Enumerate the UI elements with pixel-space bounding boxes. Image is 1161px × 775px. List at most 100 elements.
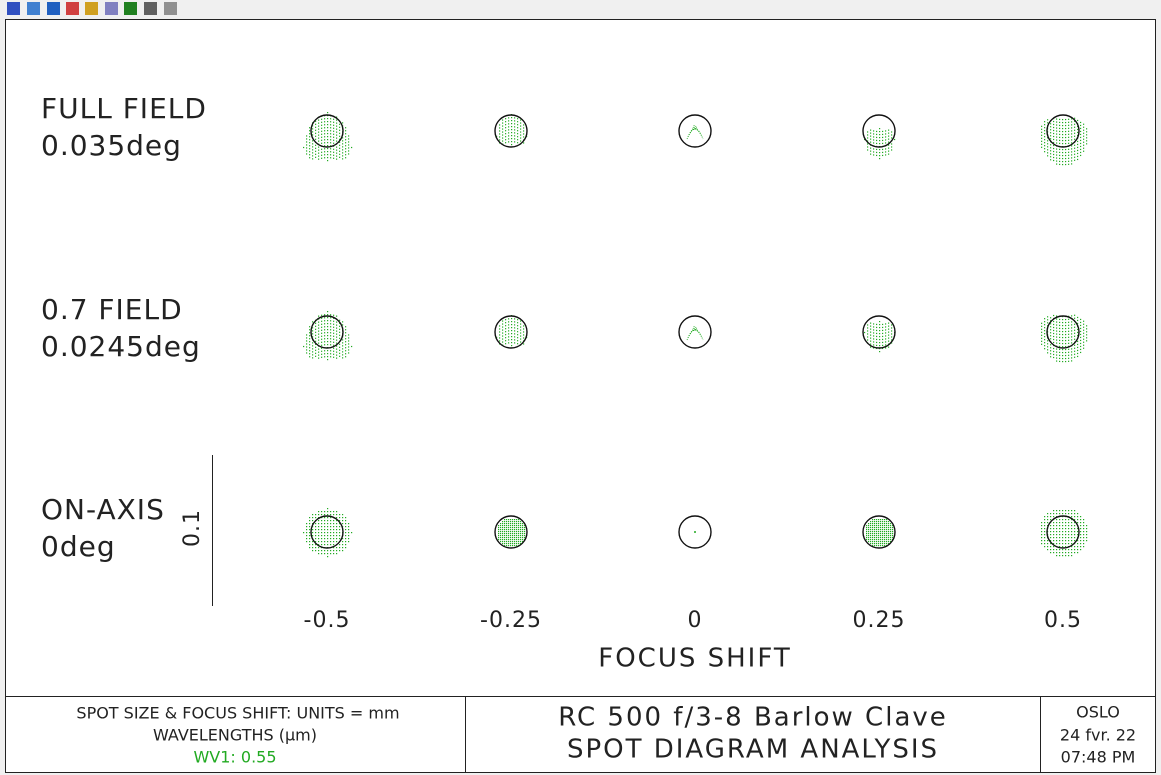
spot-dot (870, 523, 872, 525)
tool-icon[interactable] (7, 2, 20, 15)
spot-dot (878, 541, 880, 543)
spot-dot (339, 147, 341, 149)
spot-dot (1050, 543, 1052, 545)
spot-dot (1053, 123, 1055, 126)
spot-dot (333, 544, 335, 546)
spot-dot (1041, 343, 1043, 345)
spot-dot (330, 538, 332, 540)
spot-dot (888, 537, 890, 539)
spot-dot (1071, 145, 1073, 147)
spot-dot (523, 331, 525, 333)
spot-dot (511, 117, 513, 119)
tool-icon[interactable] (144, 2, 157, 15)
spot-dot (886, 543, 888, 545)
spot-dot (505, 142, 507, 144)
field-label: 0.7 FIELD (41, 293, 183, 326)
spot-dot (312, 517, 314, 519)
spot-dot (342, 354, 344, 356)
spot-dot (1068, 537, 1070, 539)
spot-dot (1077, 316, 1079, 319)
spot-dot (318, 137, 320, 139)
spot-dot (514, 333, 516, 335)
spot-dot (888, 325, 890, 327)
spot-dot (508, 324, 510, 326)
tool-icon[interactable] (164, 2, 177, 15)
spot-dot (884, 541, 886, 543)
spot-dot (1068, 318, 1070, 320)
spot-dot (1059, 336, 1061, 339)
spot-dot (321, 118, 323, 120)
spot-dot (315, 529, 317, 531)
spot-dot (520, 140, 522, 142)
spot-dot (872, 545, 874, 547)
spot-dot (1065, 543, 1067, 545)
spot-dot (1074, 335, 1076, 337)
spot-dot (324, 139, 326, 141)
spot-dot (333, 350, 335, 352)
spot-dot (1065, 510, 1067, 512)
spot-dot (876, 531, 878, 533)
spot-dot (318, 152, 320, 154)
spot-dot (499, 127, 501, 129)
spot-dot (511, 339, 513, 341)
spot-dot (1065, 139, 1067, 142)
spot-dot (1077, 343, 1079, 346)
spot-dot (1074, 350, 1076, 352)
spot-dot (882, 527, 884, 529)
spot-dot (502, 125, 504, 127)
spot-dot (508, 336, 510, 338)
spot-dot (885, 329, 887, 331)
spot-dot (321, 151, 323, 153)
spot-dot (327, 526, 329, 528)
tool-icon[interactable] (85, 2, 98, 15)
tool-icon[interactable] (27, 2, 40, 15)
spot-dot (345, 529, 347, 531)
spot-dot (879, 342, 881, 344)
spot-dot (866, 531, 868, 533)
spot-dot (505, 331, 507, 333)
spot-dot (348, 138, 350, 140)
spot-dot (894, 138, 896, 141)
spot-dot (1059, 124, 1061, 127)
spot-dot (506, 519, 508, 521)
spot-dot (520, 131, 522, 133)
tool-icon[interactable] (105, 2, 118, 15)
spot-dot (1065, 534, 1067, 536)
spot-dot (1047, 352, 1049, 354)
tool-icon[interactable] (124, 2, 137, 15)
spot-dot (1083, 525, 1085, 527)
spot-dot (336, 116, 338, 118)
spot-dot (312, 330, 314, 332)
spot-dot (336, 339, 338, 341)
spot-dot (1074, 314, 1076, 316)
spot-dot (520, 523, 522, 525)
spot-dot (1044, 133, 1046, 135)
spot-dot (1041, 334, 1043, 336)
airy-disk (862, 114, 896, 148)
spot-dot (339, 523, 341, 525)
spot-dot (890, 535, 892, 537)
spot-dot (1071, 513, 1073, 515)
spot-dot (1077, 546, 1079, 548)
spot-dot (336, 125, 338, 127)
spot-dot (1077, 128, 1079, 131)
units-note: SPOT SIZE & FOCUS SHIFT: UNITS = mm (76, 704, 399, 723)
spot-dot (1047, 119, 1049, 121)
spot-dot (879, 155, 881, 157)
spot-dot (327, 130, 329, 132)
spot-dot (324, 529, 326, 531)
spot-dot (315, 132, 317, 134)
toolbar-icons (7, 2, 177, 15)
spot-dot (327, 535, 329, 537)
spot-dot (523, 328, 525, 330)
spot-dot (330, 535, 332, 537)
spot-dot (312, 541, 314, 543)
tool-icon[interactable] (66, 2, 79, 15)
spot-dot (1062, 336, 1064, 339)
tool-icon[interactable] (47, 2, 60, 15)
spot-dot (1080, 531, 1082, 533)
spot-dot (1074, 549, 1076, 551)
spot-dot (502, 533, 504, 535)
spot-dot (312, 544, 314, 546)
spot-dot (1071, 121, 1073, 123)
